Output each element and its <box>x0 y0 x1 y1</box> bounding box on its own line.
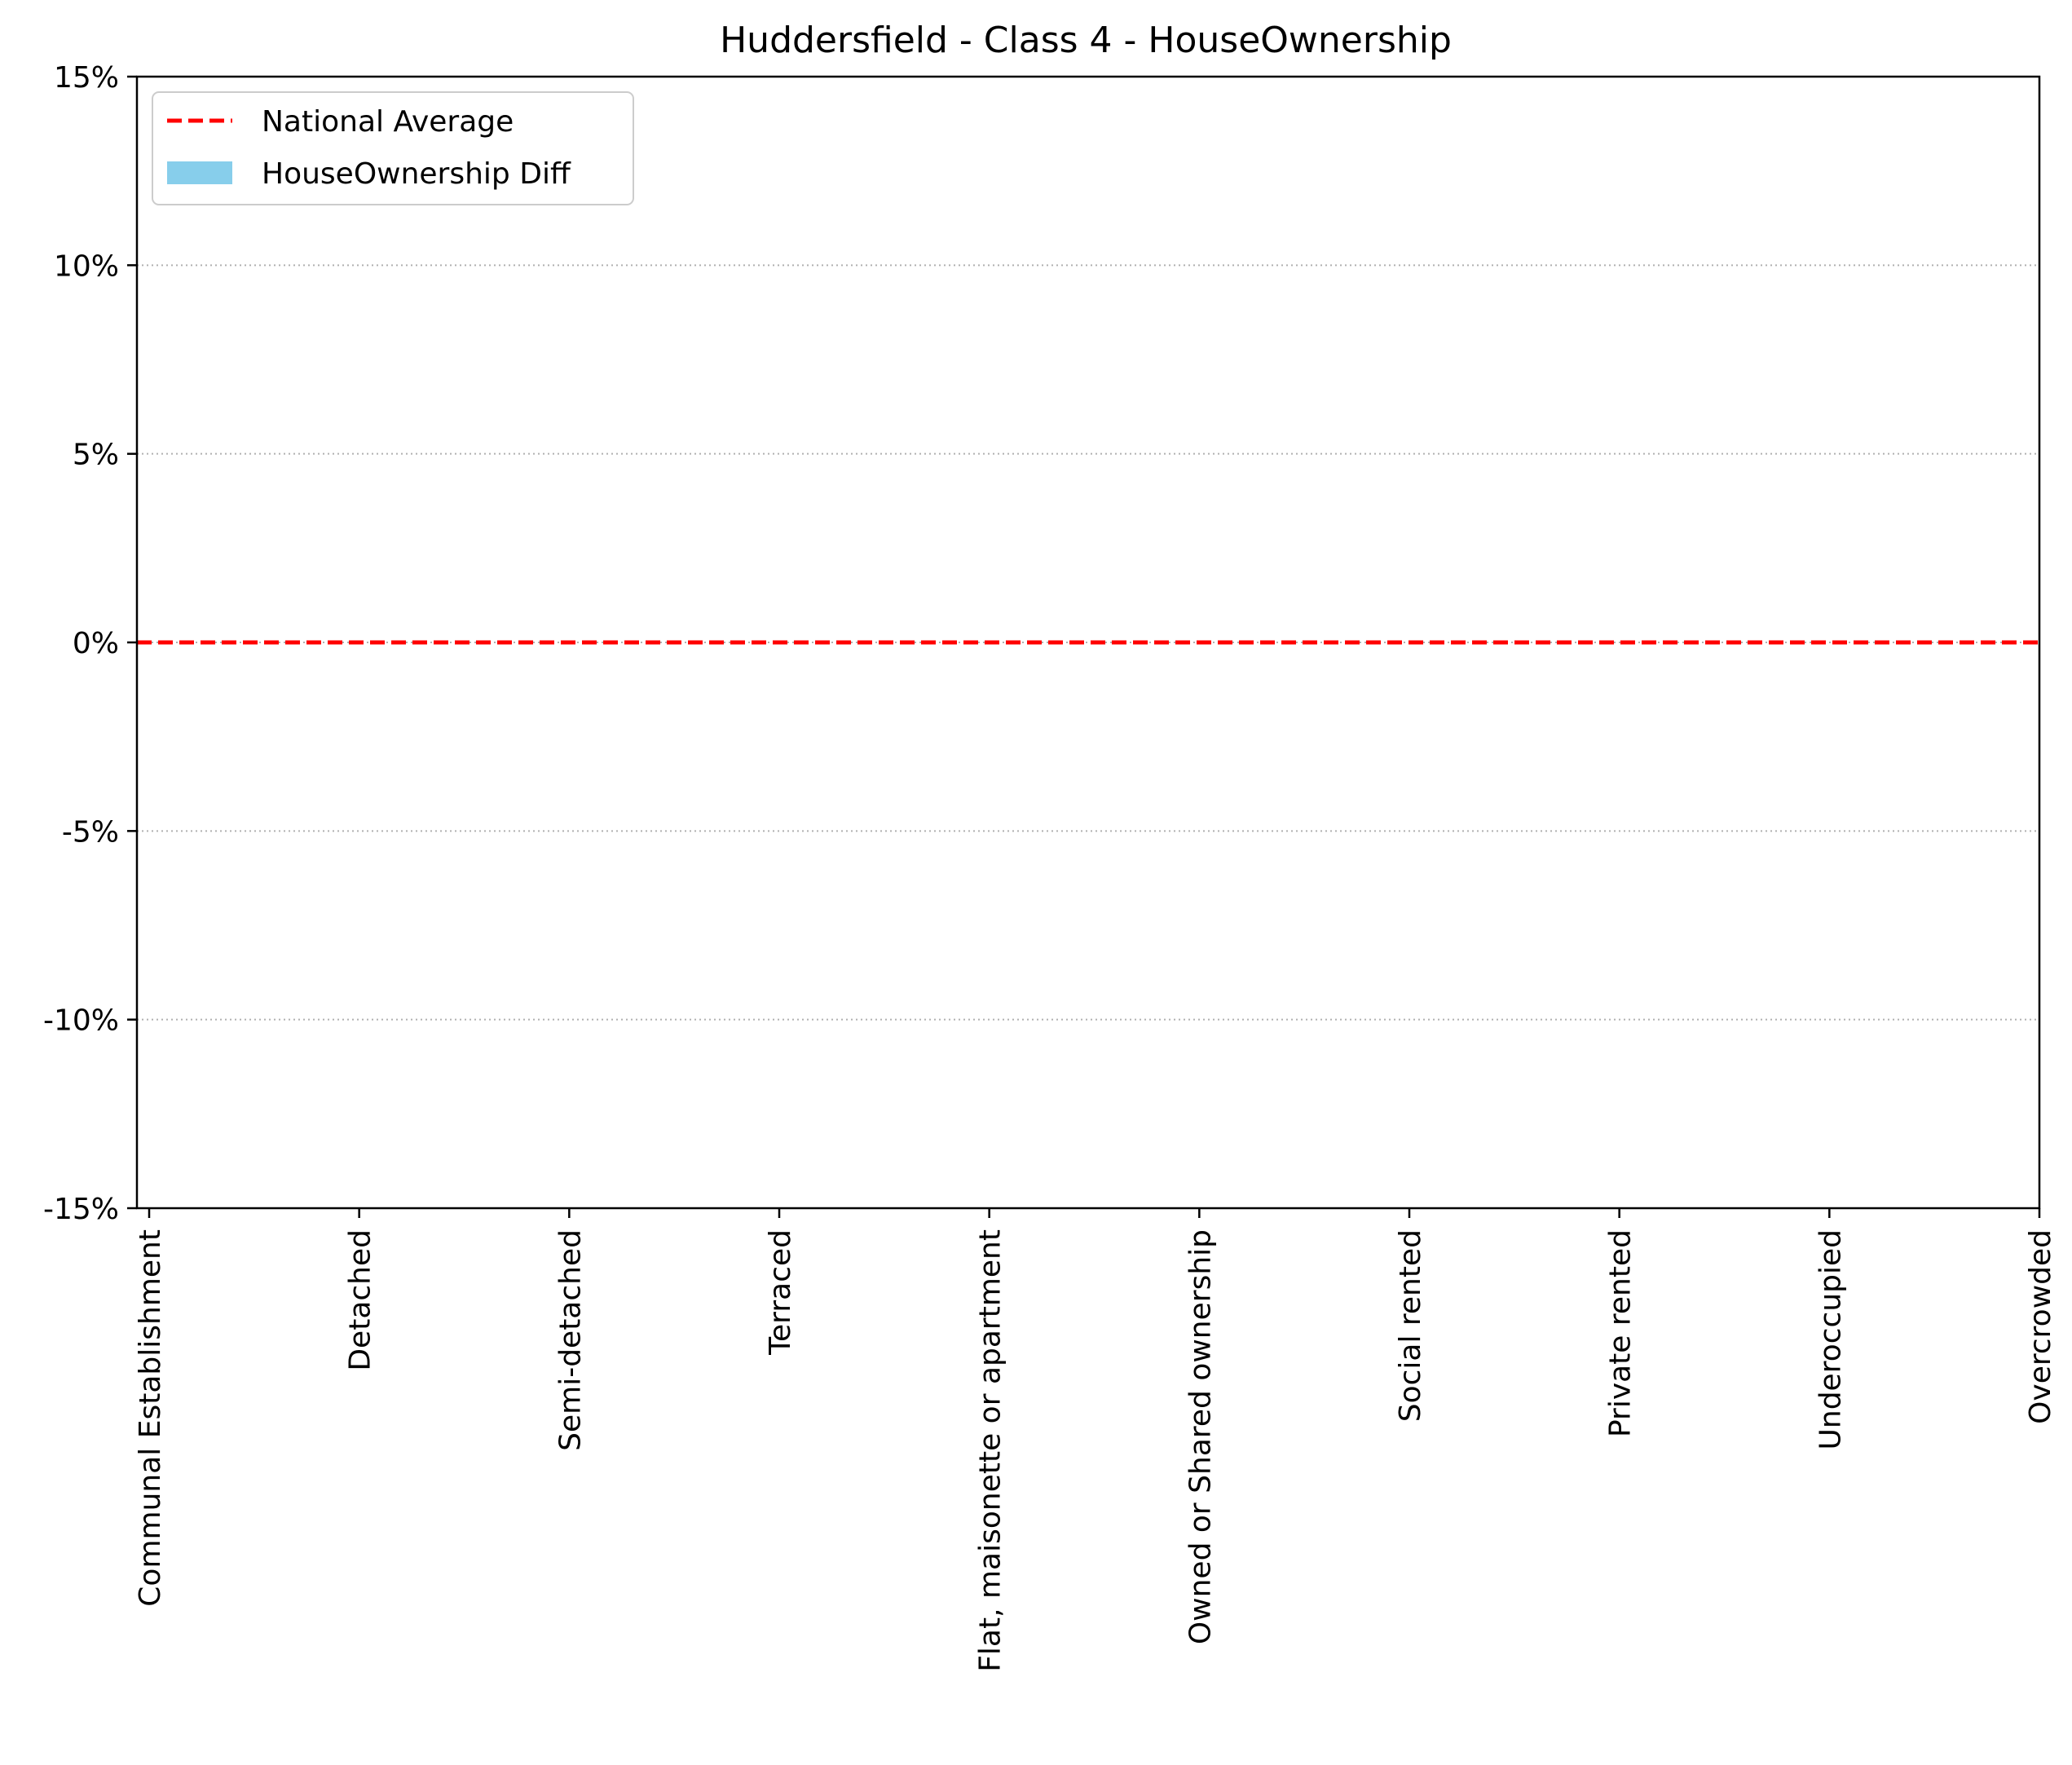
legend-swatch-houseownership-diff <box>167 161 232 184</box>
y-axis-ticks: -15% -10% -5% 0% 5% 10% 15% <box>43 61 137 1226</box>
x-tick-label: Private rented <box>1604 1229 1638 1437</box>
x-tick-label: Underoccupied <box>1814 1229 1847 1450</box>
legend-label: National Average <box>262 105 514 139</box>
grid-lines <box>137 264 2039 1021</box>
y-tick-label: -15% <box>43 1193 119 1226</box>
chart-title: Huddersfield - Class 4 - HouseOwnership <box>720 20 1452 61</box>
y-tick-label: 5% <box>73 439 119 472</box>
x-tick-label: Overcrowded <box>2024 1229 2057 1424</box>
x-tick-label: Semi-detached <box>553 1229 587 1451</box>
y-tick-label: 15% <box>54 61 119 95</box>
legend: National Average HouseOwnership Diff <box>152 91 634 205</box>
x-tick-label: Terraced <box>764 1229 797 1356</box>
y-tick-label: -10% <box>43 1004 119 1038</box>
x-tick-label: Owned or Shared ownership <box>1184 1229 1217 1644</box>
y-tick-label: 10% <box>54 249 119 283</box>
y-tick-label: -5% <box>62 815 119 849</box>
y-tick-label: 0% <box>73 627 119 660</box>
legend-box <box>152 91 634 205</box>
x-tick-label: Communal Establishment <box>134 1229 167 1607</box>
x-tick-label: Flat, maisonette or apartment <box>974 1229 1007 1672</box>
x-tick-label: Detached <box>344 1229 377 1371</box>
x-axis-ticks: Communal Establishment Detached Semi-detac… <box>134 1208 2057 1672</box>
legend-label: HouseOwnership Diff <box>262 157 571 191</box>
x-tick-label: Social rented <box>1394 1229 1427 1422</box>
